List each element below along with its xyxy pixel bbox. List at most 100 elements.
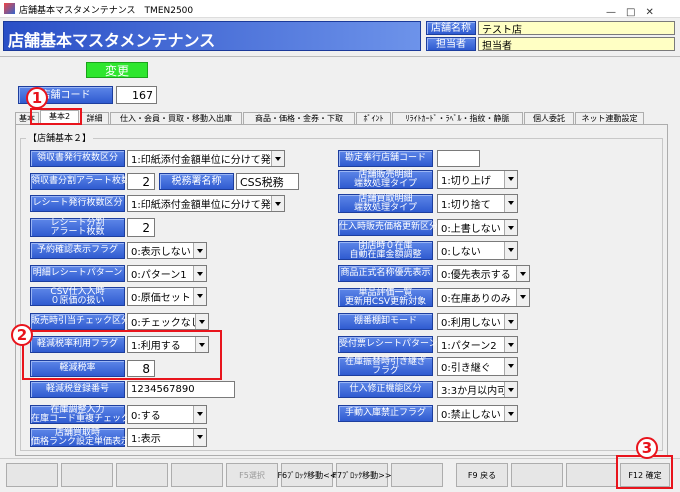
dropdown-arrow[interactable] bbox=[516, 266, 529, 281]
tab[interactable]: 個人委託 bbox=[524, 112, 574, 124]
highlight-box bbox=[616, 455, 673, 489]
field-value: 1:表示 bbox=[131, 434, 161, 445]
dropdown-arrow[interactable] bbox=[271, 151, 284, 166]
window-controls[interactable]: — □ ✕ bbox=[606, 7, 654, 18]
text-field[interactable]: 2 bbox=[127, 218, 155, 237]
tab[interactable]: 基本2 bbox=[40, 110, 79, 125]
field-label: 予約確認表示フラグ bbox=[30, 242, 125, 259]
label-line: 予約確認表示フラグ bbox=[36, 245, 118, 255]
select-box[interactable]: 0:する bbox=[127, 405, 207, 424]
select-box[interactable]: 0:チェックなし bbox=[127, 313, 209, 330]
field-value: 1:印紙添付金額単位に分けて発行 bbox=[131, 155, 281, 166]
tab[interactable]: ﾘﾗｲﾄｶｰﾄﾞ・ﾗﾍﾞﾙ・指紋・静脈 bbox=[392, 112, 523, 124]
text-field[interactable]: 1234567890 bbox=[127, 381, 235, 398]
dropdown-arrow[interactable] bbox=[195, 337, 208, 352]
dropdown-arrow[interactable] bbox=[516, 289, 529, 306]
field-label: 軽減税率 bbox=[30, 360, 125, 377]
select-box[interactable]: 0:上書しない bbox=[437, 219, 518, 236]
header-bar: 店舗基本マスタメンテナンス bbox=[3, 21, 421, 51]
dropdown-arrow[interactable] bbox=[504, 242, 517, 259]
dropdown-arrow[interactable] bbox=[504, 220, 517, 235]
select-box[interactable]: 1:切り捨て bbox=[437, 194, 518, 213]
dropdown-arrow[interactable] bbox=[504, 171, 517, 188]
label-line: 店舗買取時 bbox=[54, 427, 100, 438]
field-value: 0:する bbox=[131, 411, 161, 422]
select-box[interactable]: 0:在庫ありのみ bbox=[437, 288, 530, 307]
select-box[interactable]: 0:しない bbox=[437, 241, 518, 260]
dropdown-arrow[interactable] bbox=[504, 382, 517, 397]
field-label: 受付票レシートパターン bbox=[338, 336, 438, 353]
tab[interactable]: 詳細 bbox=[80, 112, 109, 124]
text-field[interactable]: 8 bbox=[127, 360, 155, 377]
select-box[interactable]: 0:パターン1 bbox=[127, 265, 207, 282]
field-value: 1234567890 bbox=[131, 384, 195, 395]
function-key[interactable]: F9 戻る bbox=[456, 463, 508, 487]
field-label: 軽減税率利用フラグ bbox=[30, 336, 125, 353]
function-key[interactable] bbox=[6, 463, 58, 487]
field-value: 0:禁止しない bbox=[441, 410, 501, 421]
dropdown-arrow[interactable] bbox=[504, 406, 517, 421]
select-box[interactable]: 1:パターン2 bbox=[437, 336, 518, 353]
label-line: 勘定奉行店舗コード bbox=[344, 153, 426, 163]
function-key[interactable]: F5選択 bbox=[226, 463, 278, 487]
field-label: 軽減税登録番号 bbox=[30, 381, 125, 398]
dropdown-arrow[interactable] bbox=[193, 243, 206, 258]
label-line: 領収書分割アラート枚数 bbox=[31, 176, 131, 186]
field-value: 0:引き継ぐ bbox=[441, 363, 491, 374]
dropdown-arrow[interactable] bbox=[504, 337, 517, 352]
label-line: 自動在庫金額調整 bbox=[349, 249, 422, 260]
function-key[interactable]: F7ﾌﾞﾛｯｸ移動>> bbox=[332, 463, 392, 487]
select-box[interactable]: 1:切り上げ bbox=[437, 170, 518, 189]
select-box[interactable]: 0:引き継ぐ bbox=[437, 357, 518, 376]
window-title: 店舗基本マスタメンテナンス TMEN2500 bbox=[19, 6, 194, 16]
text-field[interactable]: CSS税務 bbox=[236, 173, 299, 190]
function-key[interactable] bbox=[391, 463, 443, 487]
tab[interactable]: 商品・価格・金券・下取 bbox=[243, 112, 355, 124]
field-label: 明細レシートパターン bbox=[30, 265, 125, 282]
select-box[interactable]: 1:表示 bbox=[127, 428, 207, 447]
dropdown-arrow[interactable] bbox=[271, 196, 284, 211]
dropdown-arrow[interactable] bbox=[193, 266, 206, 281]
function-key[interactable]: F12 確定 bbox=[620, 463, 670, 487]
dropdown-arrow[interactable] bbox=[195, 314, 208, 329]
field-value: 3:3か月以内可 bbox=[441, 386, 508, 397]
dropdown-arrow[interactable] bbox=[193, 406, 206, 423]
tab[interactable]: 仕入・会員・買取・移動入出庫 bbox=[110, 112, 242, 124]
dropdown-arrow[interactable] bbox=[193, 429, 206, 446]
select-box[interactable]: 0:表示しない bbox=[127, 242, 207, 259]
mode-button[interactable]: 変更 bbox=[86, 62, 148, 78]
select-box[interactable]: 0:優先表示する bbox=[437, 265, 530, 282]
function-key[interactable] bbox=[171, 463, 223, 487]
dropdown-arrow[interactable] bbox=[504, 358, 517, 375]
select-box[interactable]: 0:利用しない bbox=[437, 313, 518, 330]
select-box[interactable]: 1:印紙添付金額単位に分けて発行 bbox=[127, 150, 285, 167]
field-label: 在庫振替時引き継ぎ フラグ bbox=[338, 357, 433, 376]
select-box[interactable]: 1:利用する bbox=[127, 336, 209, 353]
function-key[interactable] bbox=[61, 463, 113, 487]
field-label: 在庫調整入力 在庫コード重複チェック bbox=[30, 405, 130, 424]
text-field[interactable]: 2 bbox=[127, 173, 155, 190]
field-label: レシート分割 アラート枚数 bbox=[30, 218, 125, 237]
field-label: 領収書分割アラート枚数 bbox=[30, 173, 131, 190]
function-key[interactable] bbox=[566, 463, 618, 487]
function-key[interactable] bbox=[511, 463, 563, 487]
select-box[interactable]: 0:禁止しない bbox=[437, 405, 518, 422]
dropdown-arrow[interactable] bbox=[193, 288, 206, 305]
dropdown-arrow[interactable] bbox=[504, 195, 517, 212]
tab[interactable]: ネット連動設定 bbox=[575, 112, 644, 124]
store-name-value: テスト店 bbox=[478, 21, 675, 36]
label-line: 仕入修正機能区分 bbox=[349, 384, 422, 394]
text-field[interactable] bbox=[437, 150, 480, 167]
select-box[interactable]: 1:印紙添付金額単位に分けて発行 bbox=[127, 195, 285, 212]
function-key[interactable]: F6ﾌﾞﾛｯｸ移動<< bbox=[277, 463, 337, 487]
select-box[interactable]: 3:3か月以内可 bbox=[437, 381, 518, 398]
label-line: 明細レシートパターン bbox=[32, 268, 123, 278]
function-key[interactable] bbox=[116, 463, 168, 487]
highlight-box bbox=[30, 108, 82, 125]
dropdown-arrow[interactable] bbox=[504, 314, 517, 329]
field-value: 0:チェックなし bbox=[131, 318, 201, 329]
select-box[interactable]: 0:原価セット bbox=[127, 287, 207, 306]
tab[interactable]: 基本 bbox=[15, 112, 39, 124]
tab[interactable]: ﾎﾟｲﾝﾄ bbox=[356, 112, 391, 124]
